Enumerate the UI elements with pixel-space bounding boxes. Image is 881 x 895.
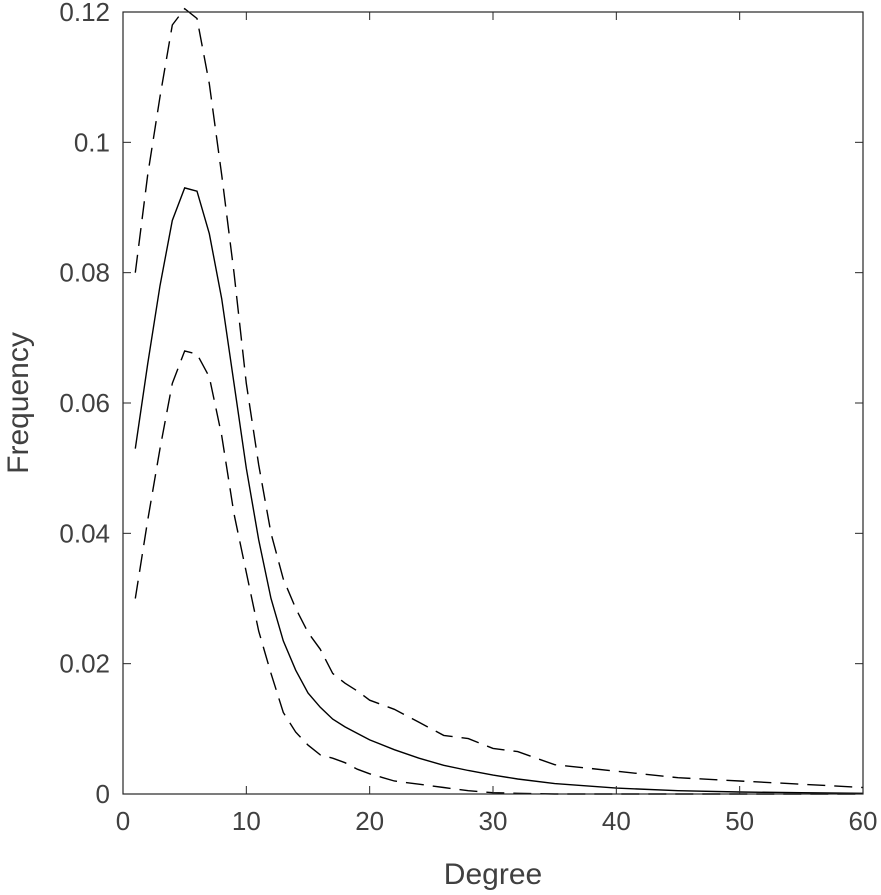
- tick-layer: 0 10 20 30 40 50 60 0 0.02 0.04 0.06 0.08 0.1 0.12: [59, 0, 877, 836]
- y-tick-label: 0.08: [59, 258, 110, 288]
- x-tick-label: 40: [602, 806, 631, 836]
- solid-series-line-1: [134, 187, 864, 794]
- y-tick-label: 0.1: [74, 127, 110, 157]
- plot-area: [123, 12, 863, 794]
- x-tick-label: 30: [479, 806, 508, 836]
- y-tick-label: 0.06: [59, 388, 110, 418]
- dashed-series-line-2: [134, 7, 864, 789]
- y-tick-label: 0: [96, 779, 110, 809]
- y-tick-label: 0.02: [59, 649, 110, 679]
- y-tick-label: 0.12: [59, 0, 110, 27]
- x-tick-label: 0: [116, 806, 130, 836]
- x-tick-label: 10: [232, 806, 261, 836]
- x-tick-label: 20: [355, 806, 384, 836]
- x-axis-label: Degree: [444, 858, 542, 891]
- y-axis-label: Frequency: [2, 332, 35, 474]
- x-tick-label: 50: [725, 806, 754, 836]
- x-tick-label: 60: [849, 806, 878, 836]
- y-tick-label: 0.04: [59, 518, 110, 548]
